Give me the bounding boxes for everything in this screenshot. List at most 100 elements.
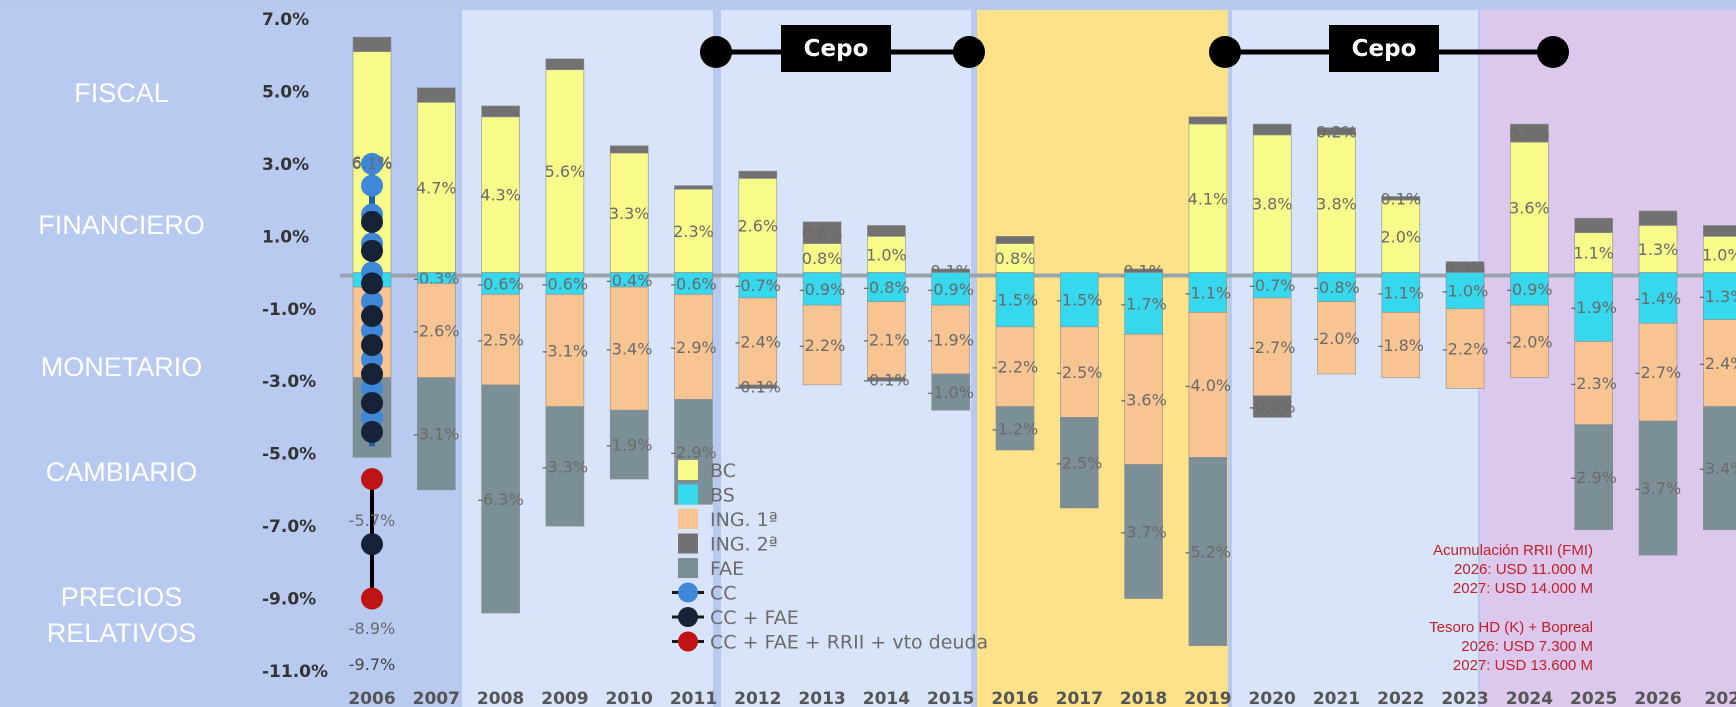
y-tick-label: 5.0% — [262, 82, 309, 102]
bar-segment — [609, 409, 649, 480]
legend-marker — [678, 631, 698, 652]
rrii-note-2026: 2026: USD 11.000 M — [1454, 561, 1593, 578]
rrii-note-title: Acumulación RRII (FMI) — [1432, 542, 1593, 559]
legend-label: ING. 2ª — [710, 534, 778, 556]
bar-segment — [1252, 297, 1292, 397]
data-label: -1.4% — [1635, 289, 1681, 308]
y-tick-label: -11.0% — [262, 662, 328, 682]
data-label: 2.0% — [1380, 227, 1421, 246]
cc-fae-point — [361, 391, 383, 414]
legend-label: CC + FAE — [710, 607, 799, 629]
bar-segment — [867, 272, 906, 302]
bar-segment — [1124, 272, 1163, 335]
x-tick-label: 2018 — [1120, 689, 1167, 707]
tesoro-note-2026: 2026: USD 7.300 M — [1461, 638, 1593, 655]
data-label: -0.7% — [735, 276, 781, 295]
data-label: -2.1% — [863, 331, 909, 350]
precios-relativos-button[interactable]: PRECIOS RELATIVOS — [46, 582, 197, 648]
data-label: -3.4% — [606, 340, 652, 359]
data-label: -0.6% — [477, 274, 523, 293]
legend-label: CC + FAE + RRII + vto deuda — [710, 632, 988, 654]
bar-segment — [674, 188, 713, 273]
x-tick-label: 2020 — [1249, 689, 1296, 707]
bar-segment — [1510, 141, 1549, 273]
x-tick-label: 202 — [1705, 689, 1736, 707]
cc-fae-point — [361, 305, 383, 328]
financiero-button[interactable]: FINANCIERO — [38, 209, 205, 240]
x-tick-label: 2007 — [413, 689, 460, 707]
data-label: -1.9% — [606, 436, 652, 455]
data-label: -1.2% — [992, 419, 1038, 438]
bar-segment — [1574, 424, 1613, 531]
bar-segment — [995, 272, 1035, 328]
data-label: -2.7% — [1249, 338, 1295, 357]
bar-segment — [1252, 123, 1292, 136]
y-tick-label: 7.0% — [262, 10, 309, 30]
bar-segment — [674, 185, 713, 190]
x-tick-label: 2023 — [1441, 689, 1488, 707]
data-label: -1.0% — [1442, 282, 1488, 301]
y-tick-label: -9.0% — [262, 590, 316, 610]
bar-segment — [545, 58, 585, 71]
legend-swatch — [678, 558, 698, 578]
cepo-box — [1329, 25, 1439, 72]
data-label: -0.1% — [735, 378, 781, 397]
bar-segment — [931, 373, 971, 411]
bar-segment — [1060, 326, 1099, 418]
data-label: 1.1% — [1573, 244, 1614, 263]
data-label: 3.3% — [609, 204, 650, 223]
bar-segment — [1638, 420, 1678, 556]
bar-segment — [1510, 123, 1549, 143]
data-label: 0.8% — [802, 249, 843, 268]
bar-segment — [1188, 116, 1228, 125]
bar-segment — [481, 293, 520, 386]
bar-segment — [1188, 272, 1228, 313]
cepo-endpoint — [1537, 36, 1569, 68]
data-label: -3.3% — [542, 457, 588, 476]
cc-point — [361, 174, 383, 197]
bar-segment — [416, 377, 456, 491]
data-label: 4.7% — [416, 178, 457, 197]
data-label: -2.9% — [670, 338, 716, 357]
data-label: -2.6% — [413, 322, 459, 341]
cc-fae-point — [361, 334, 383, 356]
bar-segment — [545, 293, 585, 407]
data-label: -1.1% — [1378, 283, 1424, 302]
data-label: -3.1% — [542, 341, 588, 360]
tesoro-note: Tesoro HD (K) + Bopreal 2026: USD 7.300 … — [1429, 618, 1593, 675]
bar-segment — [1574, 232, 1613, 273]
data-label: -1.8% — [1378, 336, 1424, 355]
cc-label: 6.1% — [352, 154, 393, 173]
data-label: 3.6% — [1509, 198, 1550, 217]
data-label: 1.0% — [1702, 245, 1736, 264]
bar-segment — [674, 293, 713, 400]
x-tick-label: 2026 — [1634, 689, 1681, 707]
y-tick-label: -7.0% — [262, 517, 316, 537]
bar-segment — [1638, 322, 1678, 422]
bar-segment — [1574, 341, 1613, 425]
data-label: -2.0% — [1506, 332, 1552, 351]
cambiario-button[interactable]: CAMBIARIO — [45, 456, 198, 487]
bar-segment — [995, 243, 1035, 273]
data-label: 5.6% — [545, 162, 586, 181]
cc-fae-point — [361, 272, 383, 295]
data-label: -0.9% — [927, 280, 973, 299]
bar-segment — [1317, 272, 1356, 302]
data-label: -2.5% — [477, 331, 523, 350]
bar-segment — [1703, 406, 1736, 531]
data-label: -2.0% — [1313, 329, 1359, 348]
cepo-label: Cepo — [804, 36, 869, 62]
cepo-endpoint — [953, 36, 985, 68]
fiscal-button[interactable]: FISCAL — [74, 77, 169, 108]
data-label: 0.6% — [802, 224, 843, 243]
rrii-label: -8.9% — [349, 619, 395, 638]
bar-segment — [995, 236, 1035, 244]
monetario-button[interactable]: MONETARIO — [40, 351, 203, 382]
bar-segment — [1574, 272, 1613, 342]
data-label: 0.1% — [1380, 189, 1421, 208]
data-label: 3.8% — [1316, 195, 1357, 214]
bar-segment — [738, 297, 778, 386]
x-tick-label: 2014 — [863, 689, 910, 707]
x-tick-label: 2016 — [991, 689, 1038, 707]
